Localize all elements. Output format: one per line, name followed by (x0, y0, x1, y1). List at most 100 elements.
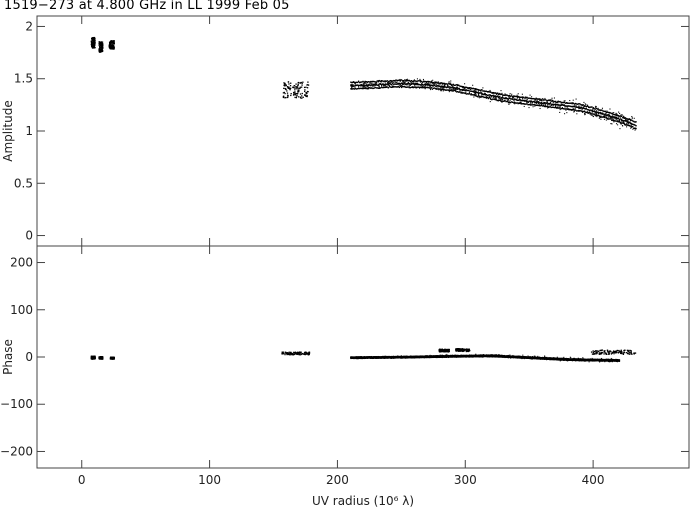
data-point (453, 87, 456, 89)
data-point (494, 94, 496, 96)
data-point (110, 44, 112, 47)
data-point (492, 96, 494, 98)
data-point (613, 353, 615, 355)
data-point (374, 84, 376, 86)
data-point (560, 101, 562, 104)
data-point (597, 114, 600, 117)
data-point (622, 353, 624, 355)
data-point (600, 352, 603, 355)
data-point (609, 360, 611, 362)
data-point (100, 47, 103, 49)
data-point (534, 101, 536, 103)
data-point (622, 122, 624, 124)
data-point (516, 356, 518, 359)
data-point (100, 356, 103, 358)
data-point (500, 90, 502, 92)
data-point (575, 110, 578, 112)
data-point (444, 84, 446, 86)
data-point (532, 101, 535, 103)
data-point (440, 89, 442, 91)
data-point (482, 355, 485, 357)
data-point (549, 102, 551, 105)
data-point (420, 85, 422, 87)
data-point (378, 357, 380, 359)
data-point (488, 94, 491, 96)
data-point (480, 96, 482, 98)
data-point (400, 86, 403, 89)
data-point (592, 350, 594, 352)
data-point (92, 47, 94, 49)
data-point (296, 85, 299, 87)
data-point (379, 87, 382, 89)
data-point (522, 354, 524, 356)
y-tick-label: −200 (0, 444, 33, 458)
data-point (554, 103, 557, 106)
data-point (453, 89, 456, 91)
data-point (420, 355, 423, 357)
data-point (375, 87, 377, 89)
data-point (582, 104, 584, 106)
data-point (495, 355, 497, 357)
data-point (435, 355, 437, 358)
data-point (600, 109, 602, 111)
data-point (431, 356, 433, 358)
data-point (616, 359, 619, 362)
data-point (383, 80, 385, 83)
data-point (620, 352, 622, 354)
data-point (287, 87, 289, 89)
data-point (606, 111, 609, 113)
data-point (527, 356, 529, 359)
data-point (299, 96, 302, 98)
data-point (421, 85, 423, 87)
data-point (521, 93, 523, 95)
data-point (623, 121, 625, 123)
data-point (511, 93, 513, 95)
data-point (477, 92, 480, 95)
data-point (460, 85, 462, 88)
data-point (605, 114, 607, 116)
data-point (558, 357, 560, 360)
data-point (605, 111, 607, 114)
data-point (377, 87, 380, 89)
data-point (589, 109, 591, 112)
data-point (284, 351, 287, 353)
data-point (469, 88, 472, 90)
data-point (572, 108, 574, 111)
data-point (512, 356, 515, 359)
data-point (520, 96, 523, 98)
data-point (482, 354, 485, 356)
data-point (404, 79, 406, 81)
data-point (404, 357, 406, 359)
data-point (498, 93, 501, 95)
data-point (461, 90, 463, 92)
data-point (496, 92, 499, 94)
data-point (101, 357, 103, 359)
data-point (512, 97, 514, 99)
data-point (292, 86, 294, 89)
data-point (523, 96, 525, 99)
data-point (399, 355, 402, 358)
data-point (528, 357, 530, 360)
data-point (354, 87, 356, 89)
data-point (451, 88, 453, 91)
data-point (613, 360, 615, 362)
data-point (538, 102, 540, 104)
data-point (305, 352, 307, 354)
data-point (498, 354, 500, 357)
data-point (619, 350, 621, 353)
data-point (440, 87, 442, 89)
data-point (526, 100, 528, 103)
data-point (469, 354, 471, 357)
data-point (613, 118, 615, 120)
data-point (111, 40, 113, 43)
data-point (429, 89, 432, 91)
data-point (395, 79, 397, 81)
data-point (412, 355, 414, 358)
data-point (617, 359, 620, 361)
data-point (302, 96, 304, 98)
data-point (512, 95, 514, 98)
data-point (558, 104, 560, 106)
data-point (462, 356, 464, 358)
data-point (578, 107, 580, 109)
data-point (611, 118, 613, 120)
